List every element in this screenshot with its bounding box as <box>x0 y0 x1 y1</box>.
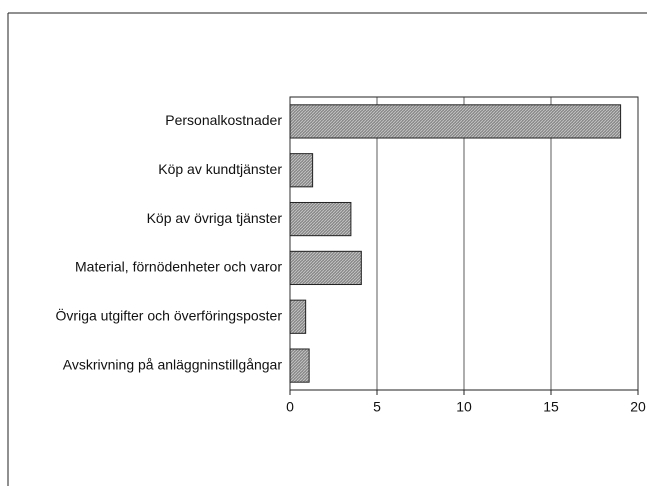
y-tick-label: Material, förnödenheter och varor <box>75 259 282 275</box>
y-tick-label: Personalkostnader <box>165 112 282 128</box>
y-tick-label: Övriga utgifter och överföringsposter <box>56 306 283 323</box>
bar <box>289 201 352 237</box>
x-tick-label: 10 <box>456 399 472 415</box>
bar <box>289 104 622 139</box>
bar <box>289 348 310 383</box>
y-tick-label: Avskrivning på anläggninstillgångar <box>63 356 283 372</box>
bar <box>289 299 307 334</box>
x-tick-label: 5 <box>373 399 381 415</box>
y-tick-label: Köp av övriga tjänster <box>147 210 283 226</box>
x-tick-label: 15 <box>543 399 559 415</box>
bar <box>289 153 314 188</box>
x-tick-label: 20 <box>630 399 646 415</box>
x-tick-label: 0 <box>286 399 294 415</box>
bar <box>289 250 362 286</box>
y-tick-label: Köp av kundtjänster <box>158 161 282 177</box>
